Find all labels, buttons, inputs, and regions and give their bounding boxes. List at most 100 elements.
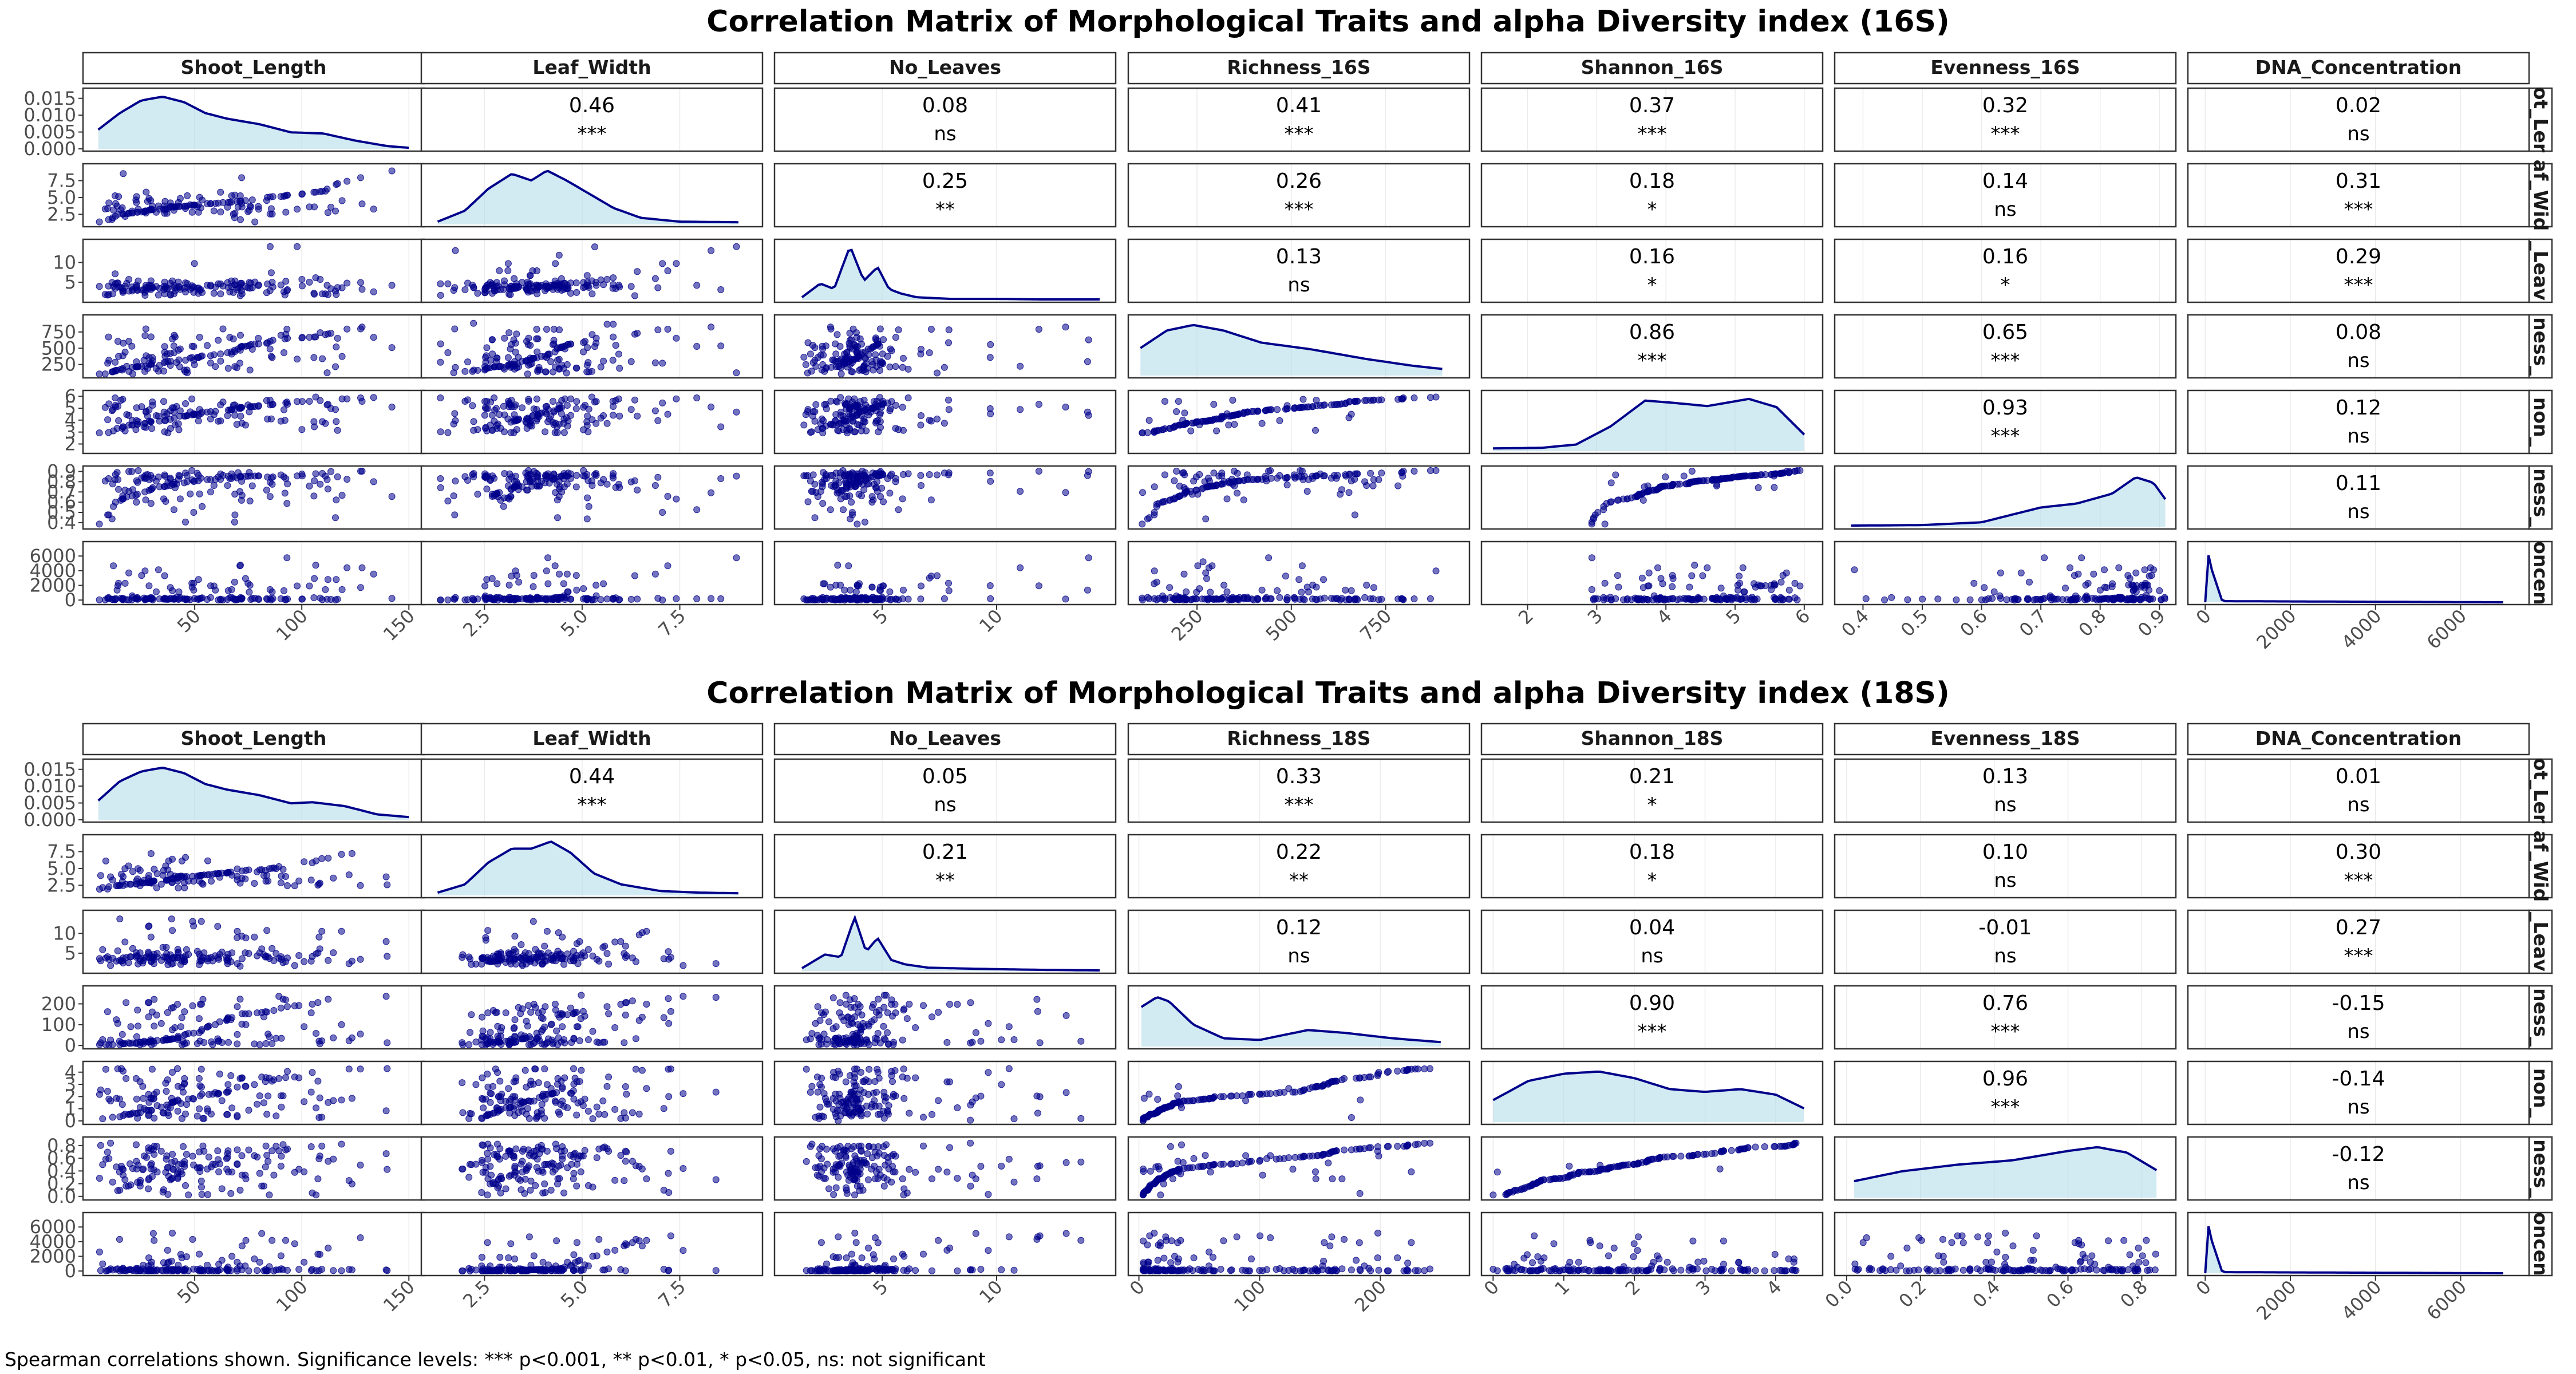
scatter-point bbox=[1035, 582, 1042, 590]
scatter-point bbox=[563, 402, 571, 409]
scatter-point bbox=[108, 515, 116, 523]
scatter-point bbox=[138, 403, 145, 410]
scatter-point bbox=[631, 396, 638, 404]
matrix-panel: 0.93*** bbox=[1834, 389, 2177, 455]
matrix-panel bbox=[420, 834, 764, 899]
significance-label: ns bbox=[1641, 945, 1663, 968]
scatter-point bbox=[1199, 558, 1207, 566]
y-tick-label: 100 bbox=[41, 1014, 76, 1036]
scatter-point bbox=[437, 358, 444, 366]
correlation-value: 0.86 bbox=[1629, 321, 1675, 344]
scatter-point bbox=[811, 514, 819, 522]
scatter-point bbox=[1615, 583, 1622, 591]
scatter-point bbox=[263, 927, 271, 934]
scatter-point bbox=[917, 595, 924, 603]
scatter-point bbox=[2150, 566, 2157, 574]
scatter-point bbox=[886, 489, 894, 497]
panel-background bbox=[1481, 315, 1823, 378]
scatter-point bbox=[283, 500, 291, 507]
scatter-point bbox=[573, 398, 580, 405]
scatter-point bbox=[115, 417, 123, 424]
scatter-point bbox=[945, 579, 952, 587]
row-strip-label: _Leav bbox=[2530, 912, 2552, 972]
scatter-point bbox=[899, 495, 906, 503]
scatter-point bbox=[585, 405, 592, 413]
scatter-point bbox=[1220, 582, 1228, 589]
scatter-point bbox=[987, 595, 994, 602]
scatter-point bbox=[1432, 393, 1440, 401]
panel-background bbox=[1128, 164, 1469, 227]
y-tick-label: 250 bbox=[41, 354, 76, 376]
scatter-point bbox=[673, 260, 680, 267]
scatter-point bbox=[306, 582, 313, 590]
matrix-panel: 0.30*** bbox=[2187, 834, 2530, 899]
scatter-point bbox=[543, 567, 550, 575]
scatter-point bbox=[1202, 515, 1210, 523]
scatter-point bbox=[651, 482, 659, 489]
scatter-point bbox=[864, 365, 871, 372]
scatter-point bbox=[849, 368, 856, 376]
scatter-point bbox=[555, 251, 563, 259]
scatter-point bbox=[837, 370, 845, 378]
scatter-point bbox=[559, 1023, 566, 1030]
scatter-point bbox=[654, 417, 662, 424]
scatter-point bbox=[851, 395, 858, 402]
scatter-point bbox=[581, 1012, 588, 1020]
scatter-point bbox=[338, 927, 345, 935]
scatter-point bbox=[281, 417, 289, 424]
scatter-point bbox=[631, 477, 638, 484]
scatter-point bbox=[295, 1002, 303, 1009]
significance-label: *** bbox=[2344, 198, 2373, 221]
scatter-point bbox=[343, 476, 351, 483]
scatter-point bbox=[2109, 580, 2116, 587]
matrix-panel bbox=[773, 238, 1117, 303]
scatter-point bbox=[1354, 470, 1361, 477]
correlation-value: -0.01 bbox=[1978, 916, 2032, 939]
scatter-point bbox=[534, 471, 542, 478]
scatter-point bbox=[234, 1003, 241, 1010]
scatter-point bbox=[105, 400, 113, 408]
scatter-point bbox=[153, 870, 161, 877]
scatter-point bbox=[160, 398, 167, 405]
scatter-points bbox=[800, 394, 1092, 437]
scatter-point bbox=[96, 429, 103, 437]
scatter-point bbox=[1699, 572, 1706, 579]
scatter-point bbox=[437, 280, 444, 287]
matrix-panel bbox=[1127, 389, 1471, 455]
scatter-point bbox=[298, 276, 306, 283]
scatter-point bbox=[927, 417, 935, 425]
matrix-panel bbox=[1127, 465, 1471, 530]
row-strip bbox=[2528, 389, 2553, 455]
scatter-point bbox=[570, 1035, 578, 1043]
panel-border bbox=[1480, 314, 1824, 379]
scatter-point bbox=[588, 368, 595, 375]
scatter-point bbox=[1851, 566, 1858, 574]
scatter-point bbox=[357, 1030, 364, 1038]
matrix-panel bbox=[82, 985, 425, 1050]
scatter-point bbox=[310, 492, 318, 500]
scatter-point bbox=[101, 370, 109, 378]
x-tick-label: 500 bbox=[1261, 605, 1301, 645]
scatter-point bbox=[1369, 482, 1377, 489]
scatter-point bbox=[1363, 482, 1370, 489]
scatter-point bbox=[1953, 596, 1960, 603]
y-tick-label: 200 bbox=[41, 993, 76, 1014]
scatter-point bbox=[312, 470, 319, 477]
scatter-point bbox=[246, 582, 254, 589]
scatter-point bbox=[664, 410, 671, 418]
scatter-point bbox=[282, 996, 289, 1004]
scatter-point bbox=[617, 938, 625, 945]
scatter-point bbox=[550, 337, 558, 344]
scatter-point bbox=[542, 428, 549, 436]
scatter-point bbox=[827, 506, 834, 514]
y-tick-label: 5 bbox=[65, 271, 76, 293]
scatter-point bbox=[534, 335, 542, 342]
scatter-point bbox=[474, 491, 481, 498]
scatter-point bbox=[816, 1017, 824, 1024]
scatter-point bbox=[238, 955, 246, 962]
scatter-point bbox=[629, 997, 636, 1005]
scatter-point bbox=[609, 357, 617, 364]
scatter-point bbox=[1607, 479, 1615, 487]
